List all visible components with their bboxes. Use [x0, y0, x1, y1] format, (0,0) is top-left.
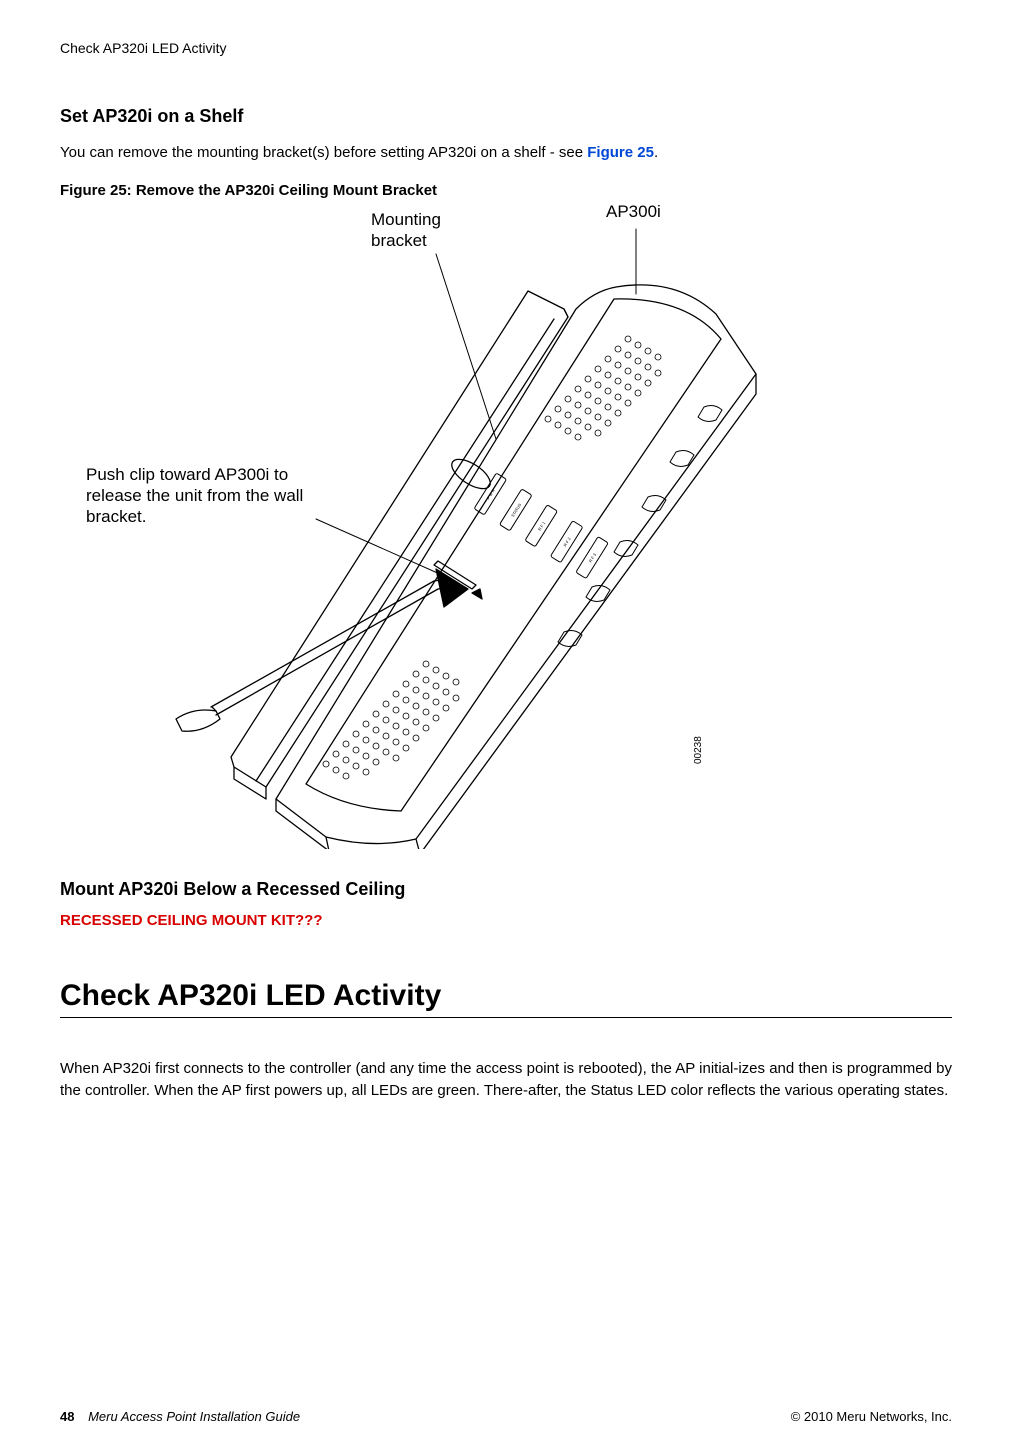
section1-text-b: . [654, 144, 658, 161]
recessed-kit-note: RECESSED CEILING MOUNT KIT??? [60, 912, 952, 929]
figure-number: 00238 [693, 736, 704, 764]
label-ap300i: AP300i [606, 201, 661, 222]
section1-text-a: You can remove the mounting bracket(s) b… [60, 144, 587, 161]
section2-heading: Mount AP320i Below a Recessed Ceiling [60, 879, 952, 900]
figure-ref-link[interactable]: Figure 25 [587, 144, 654, 161]
footer-copyright: © 2010 Meru Networks, Inc. [791, 1409, 952, 1424]
figure-caption: Figure 25: Remove the AP320i Ceiling Mou… [60, 182, 952, 199]
running-header: Check AP320i LED Activity [60, 40, 952, 56]
page-number: 48 [60, 1409, 74, 1424]
label-clip-instruction: Push clip toward AP300i to release the u… [86, 464, 316, 528]
device-illustration: P W R STATUS R F 1 R F 2 R F 3 [116, 209, 896, 849]
page-footer: 48 Meru Access Point Installation Guide … [60, 1409, 952, 1424]
section1-heading: Set AP320i on a Shelf [60, 106, 952, 127]
section1-paragraph: You can remove the mounting bracket(s) b… [60, 142, 952, 164]
footer-title: Meru Access Point Installation Guide [88, 1409, 300, 1424]
figure-25: Mounting bracket AP300i Push clip toward… [116, 209, 896, 869]
section3-heading: Check AP320i LED Activity [60, 979, 952, 1013]
label-mounting-bracket: Mounting bracket [371, 209, 481, 252]
section-rule [60, 1017, 952, 1018]
section3-paragraph: When AP320i first connects to the contro… [60, 1058, 952, 1102]
